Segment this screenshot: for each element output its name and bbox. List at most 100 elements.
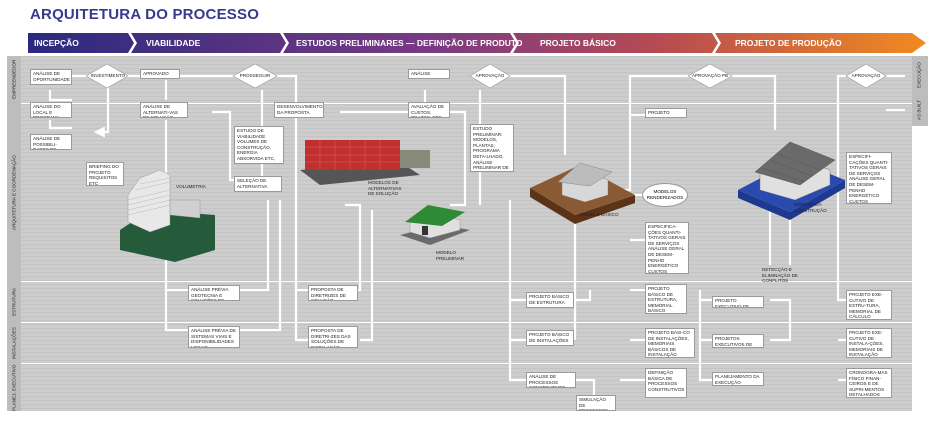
box-projeto-legal: PROJETO LEGAL <box>645 108 687 118</box>
lane-label-planej: PLANEJ. EXECUTIVO <box>11 364 17 411</box>
volumetria-block <box>169 199 201 219</box>
decision-diamonds <box>85 63 887 89</box>
box-pb-estrutura-memorial: PROJETO BÁSICO DE ESTRUTURA, MEMORIAL BÁ… <box>645 284 687 314</box>
box-desenvolvimento-proposta: DESENVOLVIMENTO DA PROPOSTA <box>274 102 324 118</box>
box-analise-oportunidade: ANÁLISE DE OPORTUNIDADE <box>30 69 72 85</box>
phase-chevron-3 <box>510 33 519 53</box>
basic-model-illustration <box>530 162 635 224</box>
box-analise-negocial: ANÁLISE NEGOCIAL <box>408 69 450 79</box>
box-pe-estrutura-memorial: PROJETO EXE-CUTIVO DE ESTRU-TURA, MEMORI… <box>846 290 892 320</box>
box-diretrizes-instalacao: PROPOSTA DE DIRETRI-ZES DAS SOLUÇÕES DE … <box>308 326 358 348</box>
diamond-label-aprovacao-2: APROVAÇÃO <box>851 73 881 78</box>
construction-base-side <box>738 180 845 220</box>
volumetria-tower <box>127 169 171 233</box>
box-pb-instalacoes-memorial: PROJETO BÁSI-CO DE INSTALAÇÕES, MEMORIAI… <box>645 328 695 358</box>
box-pe-instalacoes-memorial: PROJETO EXE-CUTIVO DE INSTALA-ÇÕES, MEMO… <box>846 328 892 358</box>
connector <box>276 74 308 292</box>
lane-label-estrutura: ESTRUTURA <box>11 287 17 317</box>
alternatives-illustration <box>300 140 430 185</box>
box-briefing: BRIEFING DO PROJETO REQUISITOS ETC <box>86 162 124 186</box>
connector <box>93 86 110 138</box>
lane-label-empreendedor: EMPREENDEDOR <box>11 59 17 100</box>
construction-roof-lines <box>761 153 821 183</box>
diamond-aprovacao-2 <box>845 63 887 89</box>
side-label-strip <box>912 56 928 126</box>
box-especificacoes-pp: ESPECIFI-CAÇÕES QUANTI-TATIVOS GERAIS DE… <box>846 152 892 204</box>
connector <box>240 200 270 292</box>
construction-model-illustration <box>738 141 845 220</box>
preliminary-illustration <box>400 205 470 245</box>
connector <box>836 110 848 302</box>
connector <box>573 215 592 302</box>
box-analise-previa-sistemas: ANÁLISE PRÉVIA DE SISTEMAS VIAIS E DISPO… <box>188 326 240 348</box>
preliminary-door <box>422 226 428 235</box>
preliminary-roof <box>405 205 465 226</box>
basic-terrain-side <box>530 188 635 224</box>
phase-label-estudos: ESTUDOS PRELIMINARES — DEFINIÇÃO DE PROD… <box>296 38 523 48</box>
phase-label-viabilidade: VIABILIDADE <box>146 38 201 48</box>
construction-house-roof <box>754 141 836 186</box>
caption-modelo-construcao: MODELO DA CONSTRUÇÃO <box>794 202 827 213</box>
page-title: ARQUITETURA DO PROCESSO <box>30 6 260 23</box>
box-avaliacao-custos: AVALIAÇÃO DE CUSTOS, PRAZOS, ETC <box>408 102 450 118</box>
diamond-investimento <box>85 63 129 89</box>
connector <box>575 378 596 395</box>
alternatives-grid <box>305 140 400 170</box>
connector <box>240 200 282 332</box>
lane-bg-empreendedor <box>7 56 912 103</box>
phase-label-projeto-basico: PROJETO BÁSICO <box>540 38 616 48</box>
phase-chevron-4 <box>712 33 721 53</box>
box-analise-possibilidades: ANÁLISE DE POSSIBILI-DADES DE SOLUÇÃO <box>30 134 72 150</box>
connector <box>294 290 308 342</box>
basic-house-roof <box>557 162 613 187</box>
box-analise-previa-geotecnia: ANÁLISE PRÉVIA GEOTECNIA E SOLUÇÕES DE E… <box>188 285 240 301</box>
connector <box>730 74 777 130</box>
box-diretrizes-estrutural: PROPOSTA DE DIRETRIZES DE SOLUÇÃO ESTRUT… <box>308 285 358 301</box>
phase-arrow <box>28 33 926 53</box>
connector <box>48 120 72 130</box>
box-projeto-basico-instalacoes: PROJETO BÁSICO DE INSTALAÇÕES <box>526 330 574 346</box>
alternatives-lowblock <box>400 150 430 168</box>
box-estudo-viabilidade: ESTUDO DE VIABILIDADE VOLUMES DE CONSTRU… <box>234 126 284 164</box>
box-planejamento-execucao: PLANEJAMENTO DA EXECUÇÃO <box>712 372 764 386</box>
connector <box>212 110 236 182</box>
box-analise-processos: ANÁLISE DE PROCESSOS CONSTRUTIVOS <box>526 372 576 388</box>
connector <box>698 290 712 382</box>
lane-bg-estrutura <box>7 282 912 322</box>
connector <box>450 110 467 207</box>
volumetria-illustration <box>120 169 215 262</box>
box-projeto-basico-estrutura: PROJETO BÁSICO DE ESTRUTURA <box>526 292 574 308</box>
diamond-label-aprovacao-pb: APROVAÇÃO PB <box>691 73 729 78</box>
phase-chevron-1 <box>128 33 137 53</box>
caption-deteccao-conflitos: DETECÇÃO E ELIMINAÇÃO DE CONFLITOS <box>762 267 798 284</box>
connector <box>508 200 528 382</box>
ellipse-modelos-renderizados: MODELOS RENDERIZADOS <box>642 183 688 207</box>
connector <box>360 210 374 342</box>
box-projetos-executivos-instalacao: PROJETOS EXECUTIVOS DE INSTALAÇÃO <box>712 334 764 348</box>
box-analise-local: ANÁLISE DO LOCAL E PROGRAMA <box>30 102 72 118</box>
side-label-execucao: EXECUÇÃO <box>916 62 922 89</box>
box-estudo-preliminar: ESTUDO PRELIMINAR: MODELOS, PLANTAS, PRO… <box>470 124 514 172</box>
connector <box>770 298 792 342</box>
box-aprovado: APROVADO <box>140 69 180 79</box>
caption-modelo-basico: MODELO BÁSICO <box>580 212 619 217</box>
caption-volumetria: VOLUMETRIA <box>176 184 206 189</box>
diamond-label-aprovacao-1: APROVAÇÃO <box>475 73 505 78</box>
phase-band <box>28 33 926 53</box>
box-projeto-executivo-estrutura: PROJETO EXECUTIVO DE ESTRUTURA <box>712 296 764 308</box>
lane-bg-instalacoes <box>7 323 912 363</box>
lane-label-instalacoes: INSTALAÇÕES <box>11 327 17 359</box>
connector <box>505 74 567 155</box>
phase-chevron-2 <box>280 33 289 53</box>
box-selecao-alternativa: SELEÇÃO DE ALTERNATIVA <box>234 176 282 192</box>
volumetria-floors <box>127 177 171 216</box>
caption-modelos-alternativas: MODELOS DE ALTERNATIVAS DE SOLUÇÃO <box>368 180 402 197</box>
diamond-prosseguir <box>232 63 278 89</box>
phase-label-projeto-producao: PROJETO DE PRODUÇÃO <box>735 38 842 48</box>
connector <box>48 90 72 102</box>
lane-label-arquitetura: ARQUITETURA E COORDENAÇÃO <box>11 155 17 230</box>
phase-label-incepcao: INCEPÇÃO <box>34 38 79 48</box>
lane-header-strip <box>7 56 21 411</box>
box-simulacao-processos: SIMULAÇÃO DE PROCESSOS <box>576 395 616 411</box>
